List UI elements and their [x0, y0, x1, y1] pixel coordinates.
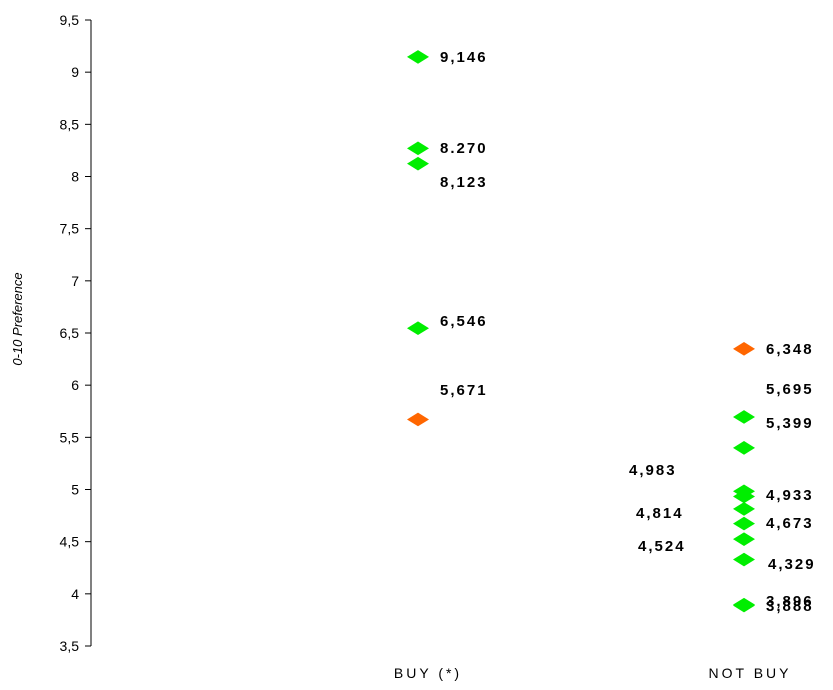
data-point-marker [733, 516, 755, 531]
y-tick-label: 4 [71, 586, 79, 602]
y-tick-label: 7,5 [60, 221, 80, 237]
category-label: NOT BUY [709, 665, 792, 681]
data-point-label: 8,123 [440, 174, 488, 191]
y-tick-label: 5,5 [60, 429, 80, 445]
data-point-marker [407, 50, 429, 64]
y-tick-label: 6 [71, 377, 79, 393]
y-tick-label: 4,5 [60, 534, 80, 550]
y-tick-label: 7 [71, 273, 79, 289]
y-tick-label: 8 [71, 169, 79, 185]
y-tick-label: 8,5 [60, 116, 80, 132]
data-point-marker [733, 342, 755, 356]
y-tick-label: 5 [71, 482, 79, 498]
category-label: BUY (*) [394, 665, 462, 681]
data-point-label: 4,329 [768, 556, 816, 573]
data-point-label: 9,146 [440, 49, 488, 66]
data-point-label: 4,814 [636, 505, 684, 522]
y-tick-label: 9,5 [60, 12, 80, 28]
data-point-marker [733, 598, 755, 613]
data-point-label: 3,888 [766, 598, 814, 615]
data-point-marker [733, 532, 755, 546]
category-labels: BUY (*) NOT BUY [394, 665, 792, 681]
data-point-marker [733, 502, 755, 516]
data-point-marker [407, 156, 429, 171]
data-point-label: 6,546 [440, 313, 488, 330]
data-point-marker [407, 321, 429, 336]
data-point-marker [733, 410, 755, 424]
data-point-label: 8.270 [440, 140, 488, 157]
data-point-marker [407, 412, 429, 427]
data-point-label: 4,524 [638, 538, 686, 555]
data-point-label: 6,348 [766, 341, 814, 358]
data-point-marker [733, 441, 755, 455]
data-points [407, 50, 755, 613]
data-point-marker [733, 489, 755, 504]
y-axis-label: 0-10 Preference [10, 272, 25, 365]
data-point-label: 4,673 [766, 515, 814, 532]
y-tick-label: 3,5 [60, 638, 80, 654]
data-labels: 9,146 8.270 8,123 6,546 5,671 6,348 5,695 5,399… [440, 49, 816, 615]
data-point-label: 5,671 [440, 382, 488, 399]
data-point-label: 5,695 [766, 381, 814, 398]
y-axis: 3,5 4 4,5 5 5,5 6 6,5 7 7,5 8 8,5 9 9,5 [60, 12, 92, 654]
data-point-label: 5,399 [766, 415, 814, 432]
data-point-marker [407, 141, 429, 156]
data-point-label: 3,896 [766, 593, 814, 610]
y-tick-label: 9 [71, 64, 79, 80]
y-tick-label: 6,5 [60, 325, 80, 341]
data-point-label: 4,983 [629, 462, 677, 479]
data-point-label: 4,933 [766, 487, 814, 504]
data-point-marker [733, 552, 755, 567]
